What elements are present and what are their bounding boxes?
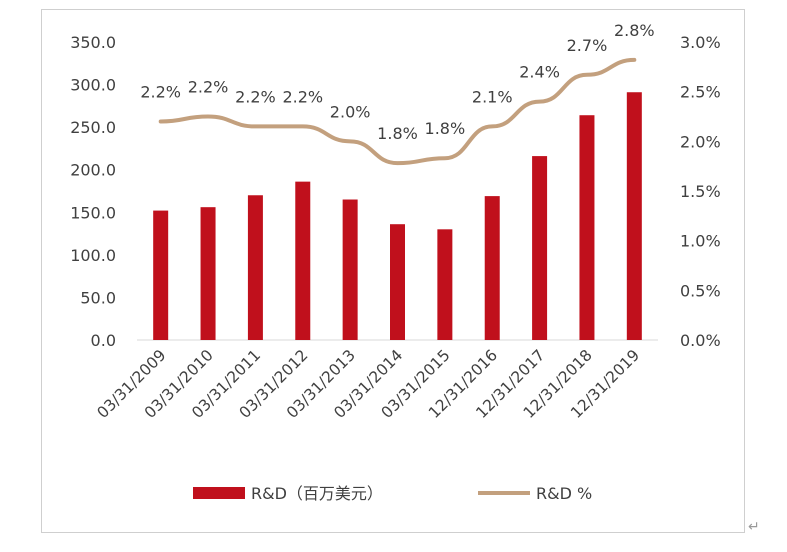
paragraph-return-mark: ↵ (748, 519, 760, 535)
right-axis-tick-label: 1.0% (680, 232, 721, 251)
left-axis-tick-label: 250.0 (70, 118, 116, 137)
right-axis-tick-label: 2.0% (680, 132, 721, 151)
bar (153, 210, 169, 340)
line-data-label: 1.8% (377, 124, 418, 143)
legend-label-rd-percent: R&D % (536, 484, 592, 503)
line-data-label: 1.8% (425, 119, 466, 138)
line-data-label: 2.4% (519, 63, 560, 82)
right-axis-tick-label: 3.0% (680, 33, 721, 52)
bar (626, 92, 642, 340)
left-axis-tick-label: 50.0 (80, 288, 116, 307)
left-axis-tick-label: 200.0 (70, 161, 116, 180)
left-axis-tick-label: 0.0 (91, 331, 116, 350)
line-data-label: 2.1% (472, 87, 513, 106)
bar (579, 115, 595, 340)
line-data-label: 2.2% (235, 87, 276, 106)
chart-frame (41, 9, 745, 533)
left-axis-tick-label: 100.0 (70, 246, 116, 265)
right-axis-tick-label: 0.0% (680, 331, 721, 350)
left-axis-tick-label: 350.0 (70, 33, 116, 52)
bar (247, 195, 263, 340)
line-data-label: 2.8% (614, 21, 655, 40)
line-data-label: 2.2% (282, 87, 323, 106)
bar (484, 196, 500, 340)
legend-label-rd: R&D（百万美元） (251, 484, 383, 503)
bar (437, 229, 453, 340)
rd-percent-line (158, 57, 637, 166)
line-data-label: 2.2% (188, 78, 229, 97)
bar (532, 156, 548, 340)
bar (200, 207, 216, 340)
bar (295, 181, 311, 340)
right-axis-tick-label: 2.5% (680, 83, 721, 102)
line-data-label: 2.7% (567, 36, 608, 55)
right-axis-tick-label: 1.5% (680, 182, 721, 201)
right-axis-tick-label: 0.5% (680, 281, 721, 300)
line-data-label: 2.0% (330, 102, 371, 121)
left-axis-tick-label: 300.0 (70, 76, 116, 95)
bar (342, 199, 358, 340)
line-data-label: 2.2% (140, 82, 181, 101)
bar (390, 224, 405, 340)
legend-swatch-bar (193, 487, 245, 499)
left-axis-tick-label: 150.0 (70, 203, 116, 222)
